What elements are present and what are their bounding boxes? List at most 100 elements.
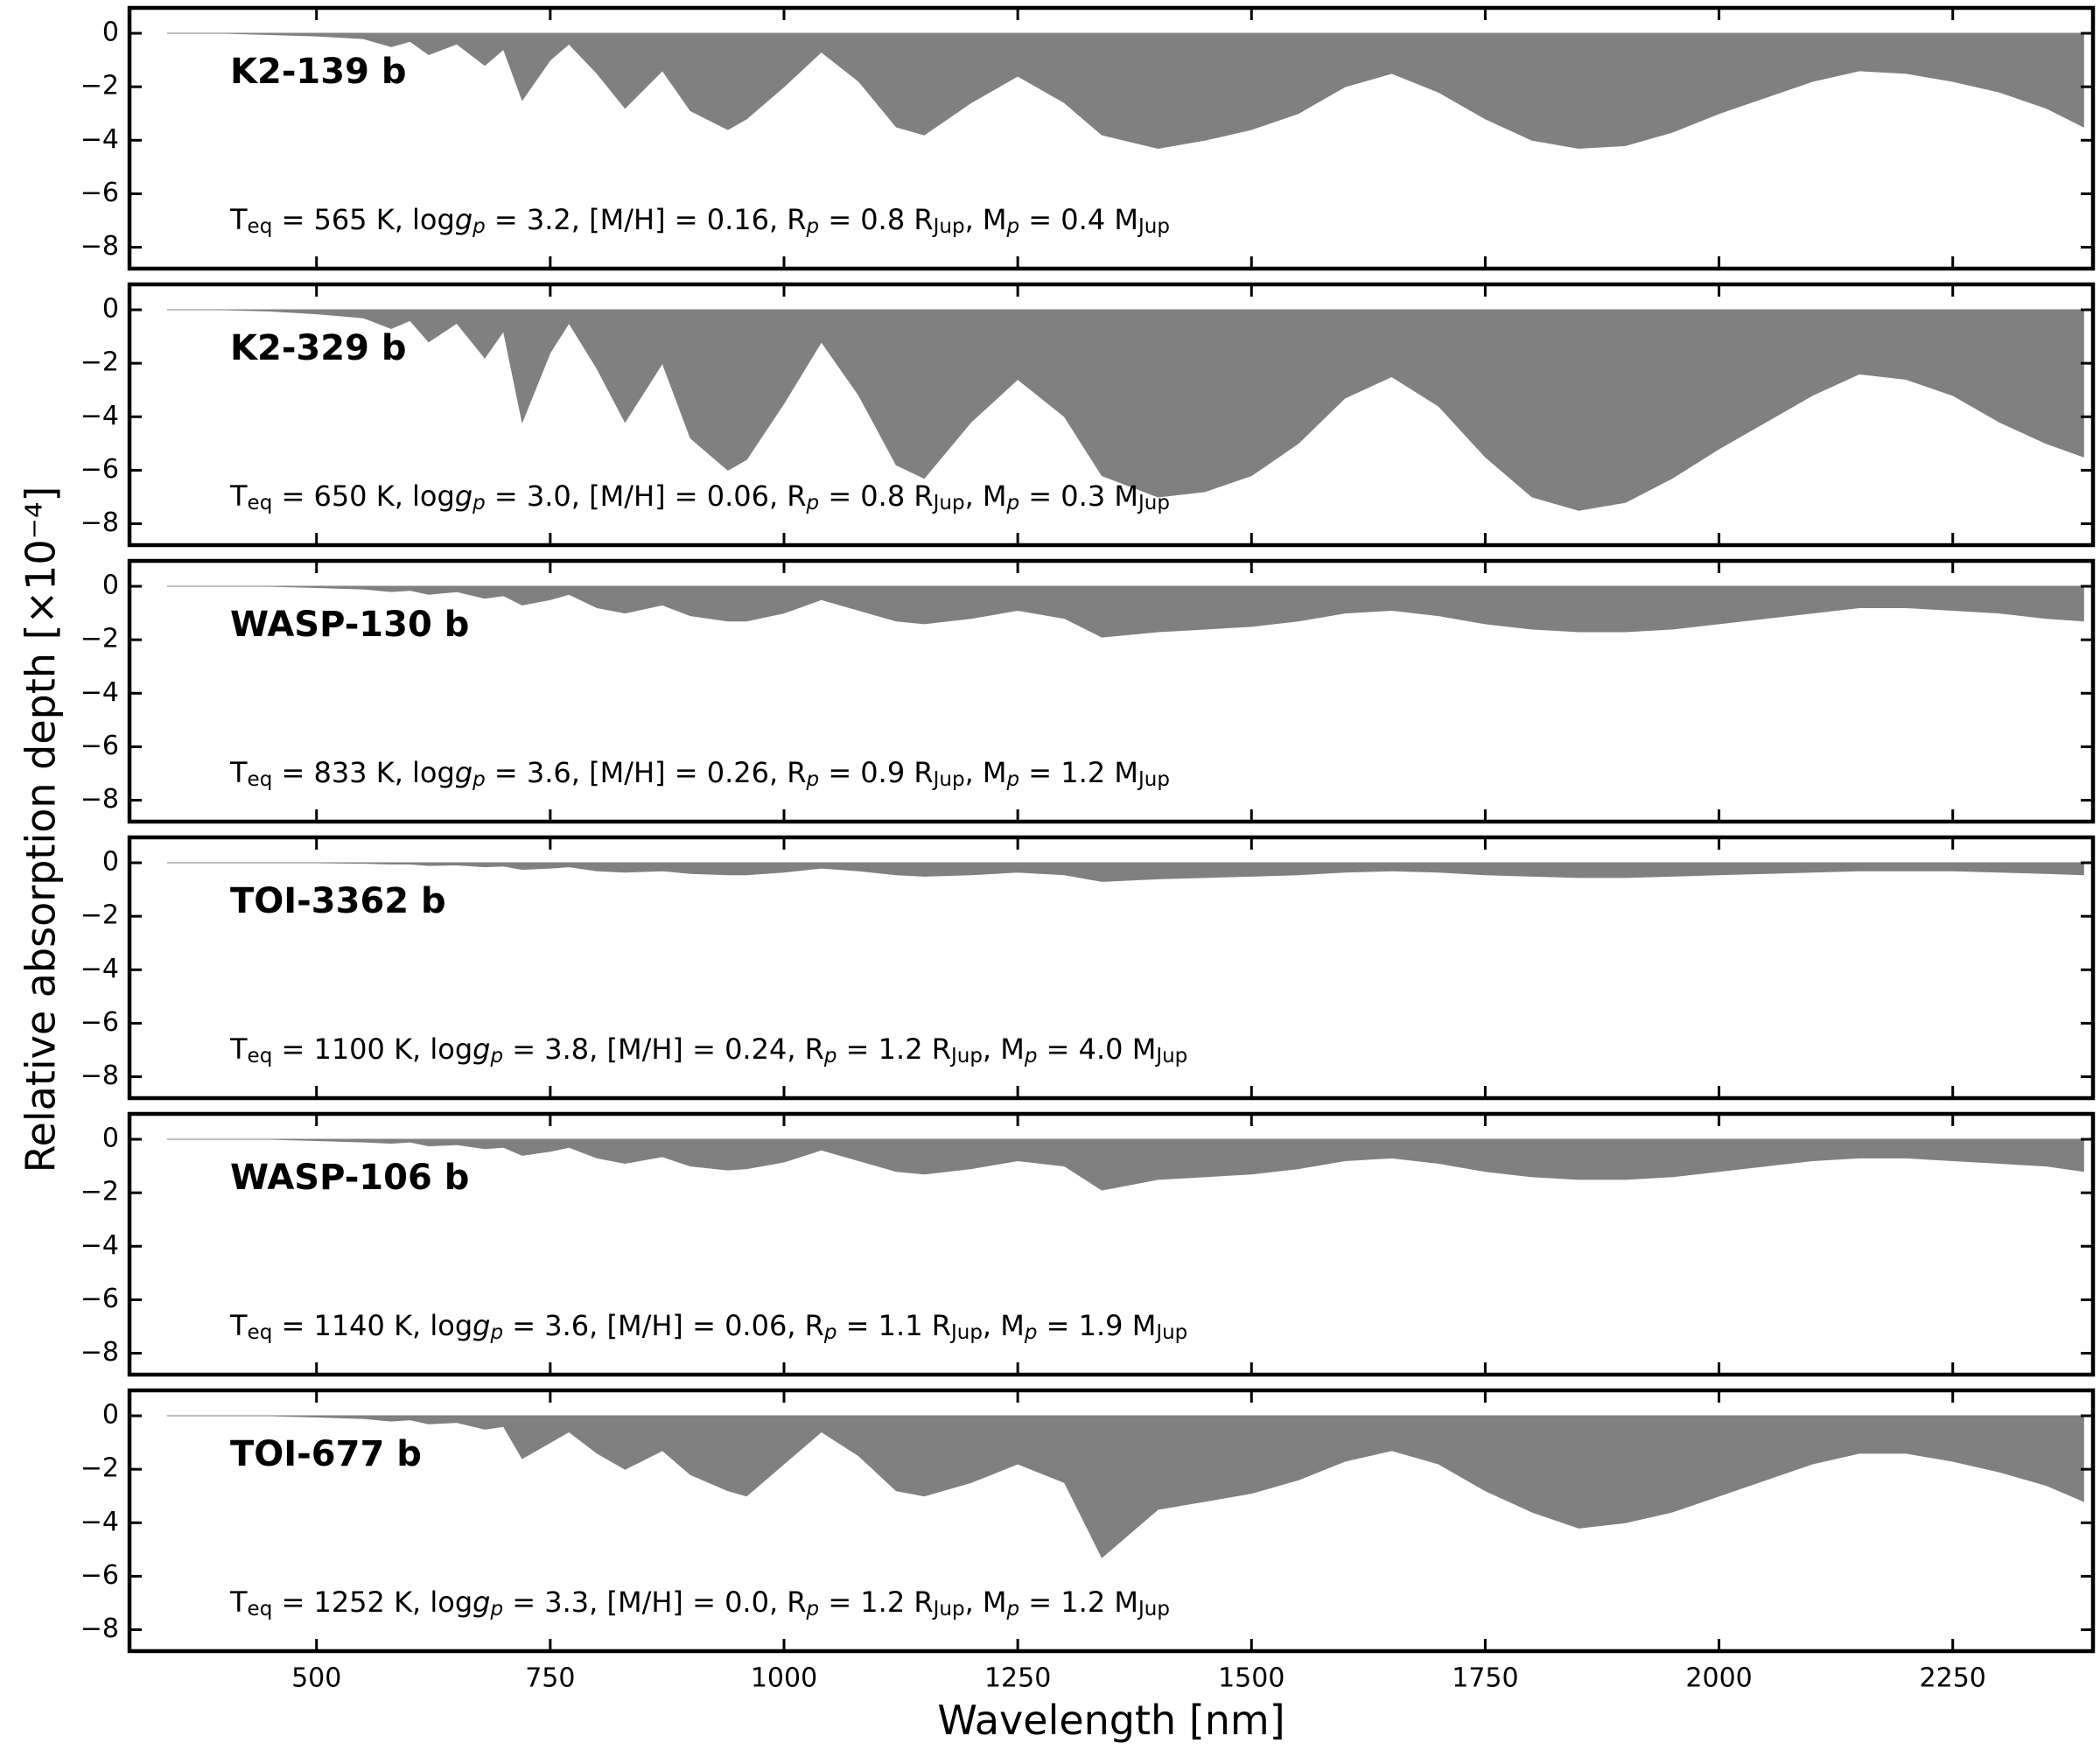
x-tick-label: 1750	[1452, 1663, 1518, 1694]
y-tick-label: −6	[80, 1007, 119, 1038]
parameter-text: = 3.6, [M/H] = 0.06, R	[503, 1309, 824, 1342]
parameter-text: eq	[248, 492, 273, 514]
parameter-text: , M	[965, 203, 1007, 236]
parameter-text: g	[472, 1586, 490, 1619]
planet-name: K2-139 b	[230, 52, 406, 92]
parameter-text: = 3.3, [M/H] = 0.0, R	[503, 1586, 806, 1619]
y-tick-label: 0	[102, 1400, 119, 1431]
y-tick-label: −8	[80, 1614, 119, 1644]
parameter-text: eq	[248, 1321, 273, 1344]
parameter-text: T	[229, 480, 248, 513]
parameter-text: = 1100 K, log	[272, 1032, 472, 1066]
parameter-text: p	[806, 768, 820, 791]
parameter-text: Jup	[932, 1598, 965, 1620]
y-tick-label: −6	[80, 178, 119, 208]
parameter-text: p	[489, 1598, 503, 1620]
parameter-text: = 1.1 R	[837, 1309, 951, 1342]
parameter-text: Jup	[932, 492, 965, 514]
parameter-text: p	[489, 1321, 503, 1344]
parameter-text: Jup	[949, 1045, 983, 1068]
y-axis-label: Relative absorption depth [×10⁻⁴]	[18, 486, 65, 1173]
y-tick-label: −2	[80, 624, 119, 654]
parameter-text: Jup	[1137, 215, 1170, 238]
parameter-text: p	[823, 1045, 837, 1068]
y-tick-label: 0	[102, 570, 119, 601]
parameter-text: T	[229, 1309, 248, 1342]
parameter-text: = 1140 K, log	[272, 1309, 472, 1342]
y-tick-label: −2	[80, 71, 119, 102]
axes-frame	[127, 5, 2096, 271]
parameter-text: eq	[248, 768, 273, 791]
y-tick-label: −2	[80, 900, 119, 931]
parameter-text: = 565 K, log	[272, 203, 455, 236]
y-tick-label: −4	[80, 954, 119, 984]
y-tick-label: −4	[80, 401, 119, 431]
y-tick-label: −4	[80, 1507, 119, 1537]
x-tick-label: 750	[525, 1663, 575, 1694]
parameter-text: Jup	[1154, 1045, 1187, 1068]
y-tick-label: 0	[102, 18, 119, 48]
absorption-area	[166, 862, 2084, 882]
parameter-text: Jup	[932, 215, 965, 238]
parameter-text: Jup	[1137, 1598, 1170, 1620]
absorption-area	[166, 32, 2084, 149]
y-tick-label: 0	[102, 1124, 119, 1154]
parameter-text: T	[229, 1032, 248, 1066]
y-tick-label: −6	[80, 731, 119, 761]
parameter-text: , M	[965, 480, 1007, 513]
y-tick-label: 0	[102, 294, 119, 325]
y-tick-label: −4	[80, 124, 119, 155]
parameter-text: , M	[965, 1586, 1007, 1619]
parameter-text: = 4.0 M	[1037, 1032, 1156, 1066]
y-tick-label: −8	[80, 1337, 119, 1368]
parameter-text: Jup	[949, 1321, 983, 1344]
parameter-text: eq	[248, 1598, 273, 1620]
parameters: Teq = 1140 K, loggp = 3.6, [M/H] = 0.06,…	[229, 1309, 1187, 1344]
y-tick-label: −4	[80, 677, 119, 708]
parameter-text: = 1.2 M	[1019, 756, 1138, 789]
parameter-text: p	[472, 215, 486, 238]
parameter-text: = 1.2 M	[1019, 1586, 1138, 1619]
parameter-text: p	[1006, 492, 1020, 514]
x-tick-label: 1000	[751, 1663, 817, 1694]
parameter-text: = 3.8, [M/H] = 0.24, R	[503, 1032, 824, 1066]
parameter-text: g	[455, 756, 472, 789]
absorption-area	[166, 309, 2084, 511]
planet-name: WASP-130 b	[230, 605, 469, 645]
x-tick-label: 500	[291, 1663, 341, 1694]
parameter-text: p	[806, 492, 820, 514]
y-tick-label: −4	[80, 1230, 119, 1261]
planet-name: TOI-677 b	[230, 1434, 422, 1474]
parameter-text: g	[472, 1032, 490, 1066]
parameter-text: = 0.8 R	[819, 203, 933, 236]
axes-frame	[127, 835, 2096, 1101]
parameter-text: p	[489, 1045, 503, 1068]
parameter-text: p	[1006, 1598, 1020, 1620]
parameter-text: Jup	[932, 768, 965, 791]
y-tick-label: −2	[80, 1177, 119, 1208]
parameter-text: = 3.6, [M/H] = 0.26, R	[486, 756, 807, 789]
y-tick-label: −6	[80, 1560, 119, 1591]
parameter-text: p	[1024, 1045, 1038, 1068]
parameters: Teq = 650 K, loggp = 3.0, [M/H] = 0.06, …	[229, 480, 1170, 514]
planet-name: K2-329 b	[230, 328, 406, 368]
y-tick-label: −8	[80, 1060, 119, 1091]
parameter-text: = 833 K, log	[272, 756, 455, 789]
parameter-text: = 1.2 R	[837, 1032, 951, 1066]
parameter-text: p	[1024, 1321, 1038, 1344]
x-tick-label: 1500	[1218, 1663, 1284, 1694]
parameter-text: = 0.9 R	[819, 756, 933, 789]
parameters: Teq = 833 K, loggp = 3.6, [M/H] = 0.26, …	[229, 756, 1170, 791]
y-tick-label: −2	[80, 1453, 119, 1484]
parameter-text: Jup	[1137, 492, 1170, 514]
y-tick-label: 0	[102, 847, 119, 878]
axes-frame	[127, 558, 2096, 824]
parameter-text: eq	[248, 1045, 273, 1068]
parameter-text: p	[823, 1321, 837, 1344]
parameter-text: T	[229, 1586, 248, 1619]
parameter-text: p	[806, 215, 820, 238]
parameter-text: g	[455, 480, 472, 513]
absorption-area	[166, 1415, 2084, 1558]
planet-name: TOI-3362 b	[230, 881, 446, 921]
